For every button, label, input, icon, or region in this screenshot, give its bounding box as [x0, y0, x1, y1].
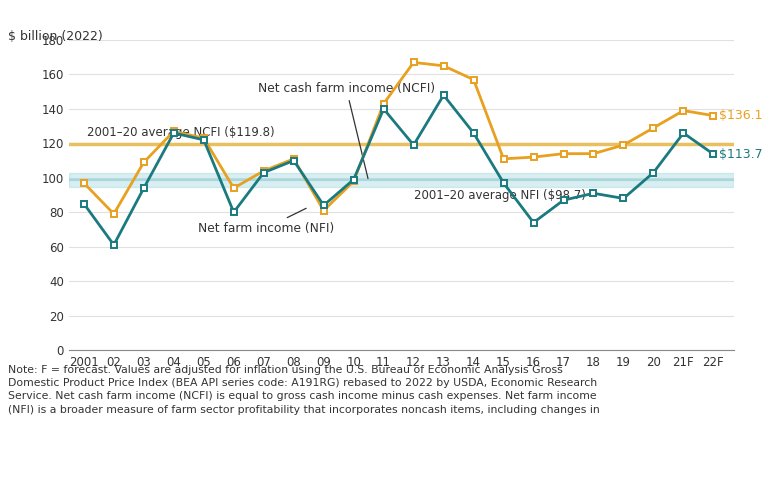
Text: Net farm income (NFI): Net farm income (NFI) — [198, 208, 334, 234]
Text: $ billion (2022): $ billion (2022) — [8, 30, 103, 43]
Text: Note: F = forecast. Values are adjusted for inflation using the U.S. Bureau of E: Note: F = forecast. Values are adjusted … — [8, 365, 600, 414]
Bar — [69, 173, 734, 187]
Text: 2001–20 average NCFI ($119.8): 2001–20 average NCFI ($119.8) — [87, 126, 275, 138]
Text: $113.7: $113.7 — [719, 148, 763, 160]
Text: $136.1: $136.1 — [719, 109, 763, 122]
Text: 2001–20 average NFI ($98.7): 2001–20 average NFI ($98.7) — [414, 188, 585, 202]
Text: Net cash farm income (NCFI): Net cash farm income (NCFI) — [258, 82, 435, 178]
